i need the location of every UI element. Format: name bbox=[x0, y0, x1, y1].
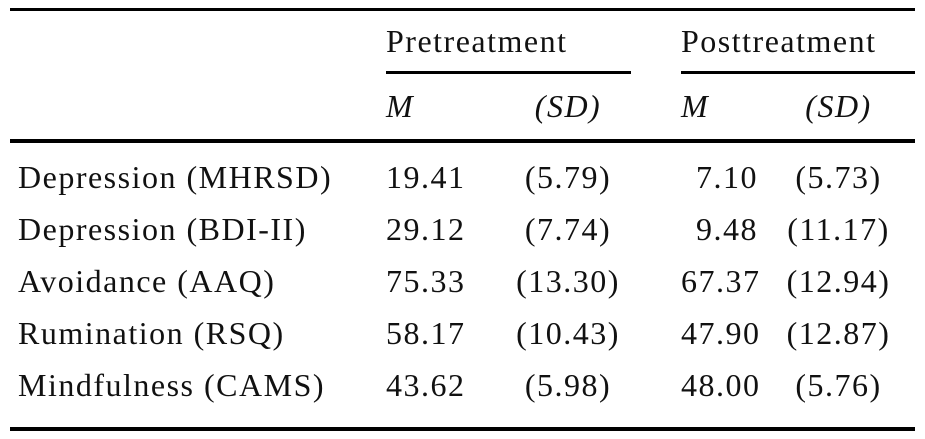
measure-label: Depression (MHRSD) bbox=[18, 158, 333, 195]
measure-header-cell bbox=[10, 74, 386, 139]
posttreatment-label: Posttreatment bbox=[681, 22, 877, 59]
table-row: Avoidance (AAQ) 75.33 (13.30) 67.37 (12.… bbox=[10, 255, 915, 307]
top-rule bbox=[10, 8, 915, 11]
treatment-outcomes-table: Pretreatment Posttreatment M (SD) M (SD)… bbox=[10, 8, 915, 431]
pre-mean-value: 43.62 bbox=[386, 366, 466, 403]
pre-sd-value: (5.98) bbox=[524, 366, 612, 403]
post-mean-value: 67.37 bbox=[681, 262, 761, 299]
group-gap-cell bbox=[631, 11, 681, 74]
post-mean-header: M bbox=[681, 88, 710, 124]
table-row: Depression (BDI-II) 29.12 (7.74) 9.48 (1… bbox=[10, 203, 915, 255]
pre-mean-value: 19.41 bbox=[386, 158, 466, 195]
pre-mean-value: 29.12 bbox=[386, 210, 466, 247]
pretreatment-group-header: Pretreatment bbox=[386, 11, 631, 74]
post-sd-value: (5.76) bbox=[795, 366, 882, 403]
sub-header-gap-cell bbox=[631, 74, 681, 139]
post-mean-value: 47.90 bbox=[681, 314, 761, 351]
pretreatment-label: Pretreatment bbox=[386, 22, 568, 59]
table-row: Depression (MHRSD) 19.41 (5.79) 7.10 (5.… bbox=[10, 151, 915, 203]
post-sd-value: (12.87) bbox=[786, 314, 891, 351]
pre-mean-header: M bbox=[386, 88, 415, 124]
pre-sd-value: (10.43) bbox=[516, 314, 620, 351]
post-sd-header: (SD) bbox=[805, 88, 872, 124]
measure-label: Depression (BDI-II) bbox=[18, 210, 307, 247]
header-divider-rule bbox=[10, 139, 915, 143]
pre-mean-value: 58.17 bbox=[386, 314, 466, 351]
post-sd-value: (11.17) bbox=[787, 210, 890, 247]
pre-sd-header: (SD) bbox=[534, 88, 602, 124]
measure-label: Mindfulness (CAMS) bbox=[18, 366, 326, 403]
sub-header-row: M (SD) M (SD) bbox=[10, 74, 915, 139]
post-sd-value: (12.94) bbox=[786, 262, 891, 299]
measure-label: Rumination (RSQ) bbox=[18, 314, 285, 351]
corner-cell bbox=[10, 11, 386, 74]
bottom-rule bbox=[10, 427, 915, 431]
posttreatment-group-header: Posttreatment bbox=[681, 11, 915, 74]
table-body: Depression (MHRSD) 19.41 (5.79) 7.10 (5.… bbox=[10, 143, 915, 427]
group-header-row: Pretreatment Posttreatment bbox=[10, 11, 915, 74]
pre-sd-value: (5.79) bbox=[524, 158, 612, 195]
pre-mean-value: 75.33 bbox=[386, 262, 466, 299]
post-mean-value: 48.00 bbox=[681, 366, 761, 403]
table-row: Rumination (RSQ) 58.17 (10.43) 47.90 (12… bbox=[10, 307, 915, 359]
post-mean-value: 9.48 bbox=[696, 210, 758, 247]
table-row: Mindfulness (CAMS) 43.62 (5.98) 48.00 (5… bbox=[10, 359, 915, 411]
post-mean-value: 7.10 bbox=[696, 158, 758, 195]
pre-sd-value: (13.30) bbox=[516, 262, 620, 299]
measure-label: Avoidance (AAQ) bbox=[18, 262, 276, 299]
pre-sd-value: (7.74) bbox=[524, 210, 612, 247]
post-sd-value: (5.73) bbox=[795, 158, 882, 195]
